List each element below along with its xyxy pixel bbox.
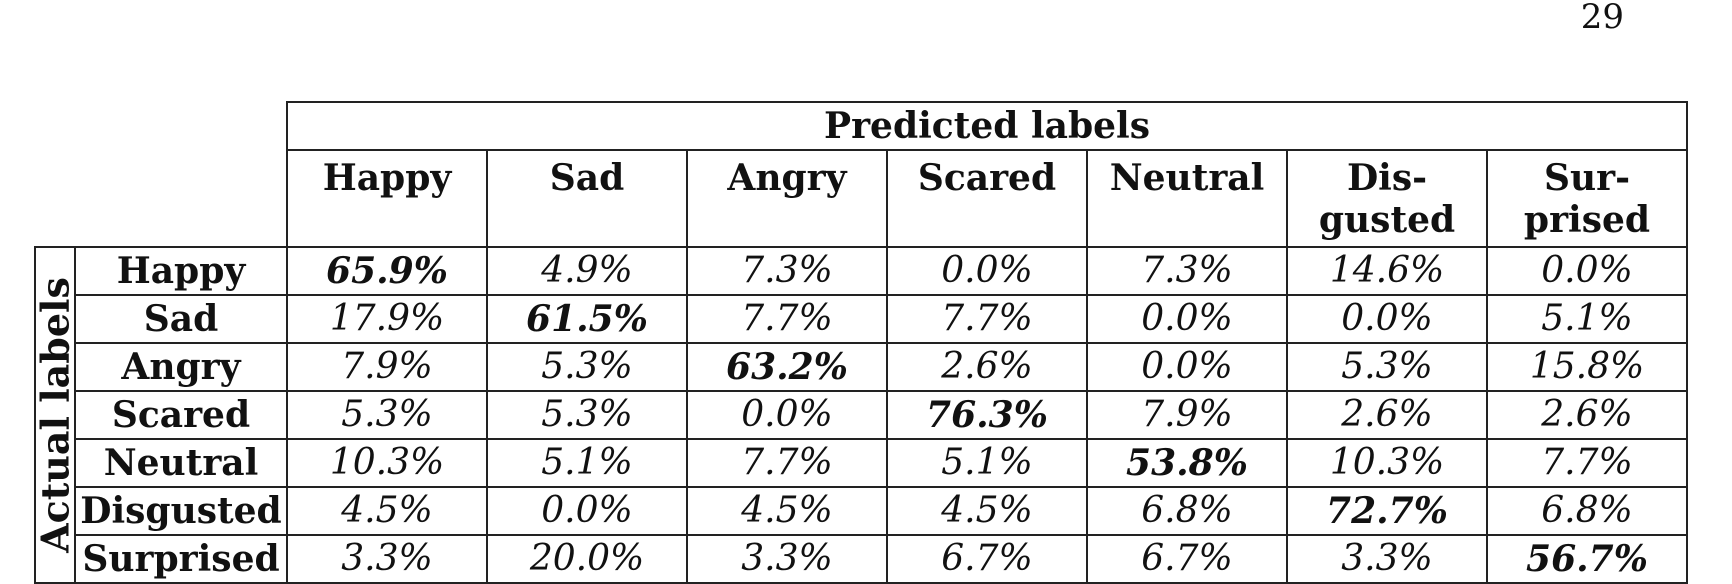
matrix-cell: 17.9% [286, 294, 488, 344]
matrix-cell: 7.7% [1486, 438, 1688, 488]
matrix-cell: 6.8% [1086, 486, 1288, 536]
column-header-angry: Angry [686, 149, 888, 248]
matrix-cell: 5.3% [486, 342, 688, 392]
matrix-cell: 0.0% [486, 486, 688, 536]
matrix-cell: 6.7% [1086, 534, 1288, 584]
column-header-disgusted: Dis-gusted [1286, 149, 1488, 248]
matrix-cell: 7.7% [886, 294, 1088, 344]
diagonal-cell: 61.5% [486, 294, 688, 344]
column-header-sad: Sad [486, 149, 688, 248]
matrix-cell: 5.1% [886, 438, 1088, 488]
actual-labels-header: Actual labels [32, 246, 78, 584]
diagonal-cell: 63.2% [686, 342, 888, 392]
predicted-header-row: Predicted labels [35, 101, 1688, 151]
table-row: Scared 5.3% 5.3% 0.0% 76.3% 7.9% 2.6% 2.6% [35, 390, 1688, 440]
matrix-cell: 2.6% [1286, 390, 1488, 440]
matrix-cell: 3.3% [686, 534, 888, 584]
confusion-matrix-table: Predicted labels Happy Sad Angry Scared … [33, 101, 1688, 584]
matrix-cell: 3.3% [1286, 534, 1488, 584]
matrix-cell: 7.7% [686, 294, 888, 344]
diagonal-cell: 72.7% [1286, 486, 1488, 536]
matrix-cell: 2.6% [886, 342, 1088, 392]
matrix-cell: 0.0% [1286, 294, 1488, 344]
matrix-cell: 5.1% [1486, 294, 1688, 344]
row-header: Disgusted [74, 486, 288, 536]
matrix-cell: 3.3% [286, 534, 488, 584]
row-header: Angry [74, 342, 288, 392]
row-header: Surprised [74, 534, 288, 584]
matrix-cell: 7.3% [1086, 246, 1288, 296]
table-row: Disgusted 4.5% 0.0% 4.5% 4.5% 6.8% 72.7% 6.8% [35, 486, 1688, 536]
predicted-labels-header: Predicted labels [286, 101, 1688, 151]
row-header: Neutral [74, 438, 288, 488]
actual-labels-text: Actual labels [32, 277, 78, 553]
table-row: Surprised 3.3% 20.0% 3.3% 6.7% 6.7% 3.3% 56.7% [35, 534, 1688, 584]
diagonal-cell: 56.7% [1486, 534, 1688, 584]
matrix-cell: 6.7% [886, 534, 1088, 584]
matrix-cell: 5.3% [286, 390, 488, 440]
matrix-cell: 7.3% [686, 246, 888, 296]
column-header-row: Happy Sad Angry Scared Neutral Dis-guste… [35, 149, 1688, 248]
matrix-cell: 7.7% [686, 438, 888, 488]
matrix-cell: 5.3% [1286, 342, 1488, 392]
matrix-cell: 0.0% [686, 390, 888, 440]
matrix-cell: 0.0% [1086, 294, 1288, 344]
row-header: Scared [74, 390, 288, 440]
matrix-cell: 0.0% [886, 246, 1088, 296]
row-header: Happy [74, 246, 288, 296]
row-header: Sad [74, 294, 288, 344]
matrix-cell: 2.6% [1486, 390, 1688, 440]
matrix-cell: 4.5% [286, 486, 488, 536]
diagonal-cell: 65.9% [286, 246, 488, 296]
table-row: Angry 7.9% 5.3% 63.2% 2.6% 0.0% 5.3% 15.8% [35, 342, 1688, 392]
column-header-scared: Scared [886, 149, 1088, 248]
page-number: 29 [1580, 0, 1624, 37]
matrix-cell: 4.5% [886, 486, 1088, 536]
diagonal-cell: 53.8% [1086, 438, 1288, 488]
matrix-cell: 14.6% [1286, 246, 1488, 296]
column-header-surprised: Sur-prised [1486, 149, 1688, 248]
matrix-cell: 4.9% [486, 246, 688, 296]
matrix-cell: 0.0% [1086, 342, 1288, 392]
table-row: Actual labels Happy 65.9% 4.9% 7.3% 0.0% 7.3% 1… [33, 246, 1688, 584]
matrix-cell: 6.8% [1486, 486, 1688, 536]
matrix-cell: 10.3% [286, 438, 488, 488]
matrix-cell: 5.1% [486, 438, 688, 488]
matrix-cell: 15.8% [1486, 342, 1688, 392]
matrix-cell: 20.0% [486, 534, 688, 584]
matrix-cell: 5.3% [486, 390, 688, 440]
matrix-cell: 4.5% [686, 486, 888, 536]
diagonal-cell: 76.3% [886, 390, 1088, 440]
matrix-cell: 0.0% [1486, 246, 1688, 296]
column-header-neutral: Neutral [1086, 149, 1288, 248]
table-row: Neutral 10.3% 5.1% 7.7% 5.1% 53.8% 10.3% 7.7% [35, 438, 1688, 488]
matrix-cell: 7.9% [286, 342, 488, 392]
table-row: Sad 17.9% 61.5% 7.7% 7.7% 0.0% 0.0% 5.1% [35, 294, 1688, 344]
matrix-cell: 7.9% [1086, 390, 1288, 440]
matrix-cell: 10.3% [1286, 438, 1488, 488]
column-header-happy: Happy [286, 149, 488, 248]
